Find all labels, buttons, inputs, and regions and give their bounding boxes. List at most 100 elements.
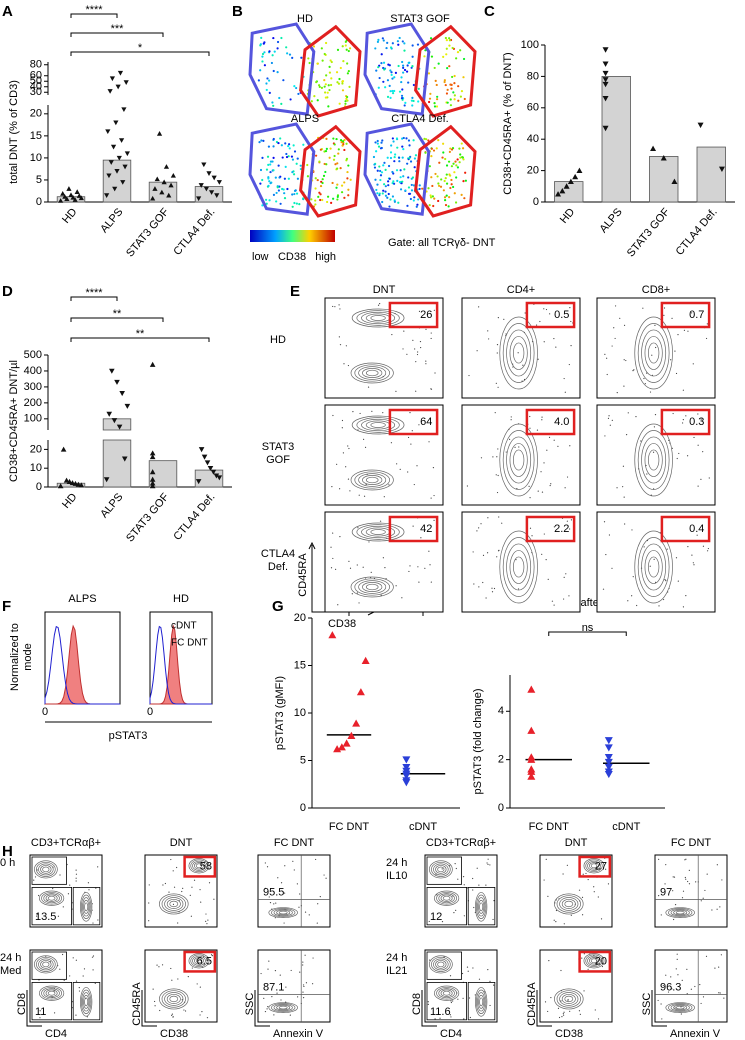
contour <box>670 1004 690 1012</box>
contour <box>365 476 379 484</box>
data-point <box>106 173 112 179</box>
column-header: DNT <box>170 837 193 849</box>
data-point <box>149 483 156 489</box>
cell-dot <box>346 95 349 99</box>
data-point <box>576 167 583 173</box>
event <box>686 968 688 970</box>
data-point <box>671 178 678 184</box>
y-axis-label: SSC <box>641 993 653 1016</box>
event <box>563 576 565 578</box>
data-point <box>602 81 609 88</box>
event <box>491 591 494 593</box>
cell-dot <box>375 150 378 153</box>
event <box>579 1013 581 1015</box>
cell-dot <box>297 92 300 96</box>
event <box>682 890 685 892</box>
x-tick-label: 0 <box>42 706 48 718</box>
event <box>472 889 474 891</box>
cell-dot <box>448 39 452 42</box>
cell-dot <box>344 102 347 105</box>
cell-dot <box>323 91 327 94</box>
cell-dot <box>427 139 430 142</box>
contour <box>637 430 670 490</box>
cell-dot <box>285 152 288 156</box>
contour <box>166 993 181 1004</box>
cell-dot <box>345 157 349 160</box>
event <box>553 526 555 528</box>
cell-dot <box>400 97 404 100</box>
cell-dot <box>407 81 410 84</box>
event <box>492 918 494 921</box>
cell-dot <box>290 155 294 158</box>
cell-dot <box>444 177 447 180</box>
f-x-label: pSTAT3 <box>109 730 148 742</box>
contour <box>192 955 206 966</box>
cell-dot <box>339 66 342 70</box>
event <box>487 858 489 860</box>
cell-dot <box>324 41 328 45</box>
cell-dot <box>310 100 313 103</box>
cell-dot <box>389 90 392 93</box>
event <box>370 571 372 573</box>
event <box>555 346 557 348</box>
cell-dot <box>260 139 263 142</box>
cell-dot <box>428 203 431 207</box>
data-point <box>106 411 113 417</box>
event <box>566 864 568 866</box>
cell-dot <box>372 155 376 159</box>
data-point <box>697 122 704 129</box>
cell-dot <box>336 198 339 201</box>
cell-dot <box>406 162 409 165</box>
data-point <box>563 183 570 189</box>
event <box>529 497 531 499</box>
cell-dot <box>446 88 449 91</box>
event <box>547 1010 549 1013</box>
event <box>694 985 696 988</box>
cell-dot <box>380 171 384 174</box>
gate <box>388 408 439 436</box>
data-point <box>342 739 351 747</box>
cell-dot <box>390 71 393 74</box>
cell-dot <box>377 86 380 89</box>
event <box>382 557 384 559</box>
contour <box>42 961 50 968</box>
event <box>687 880 689 883</box>
data-point <box>604 737 613 745</box>
event <box>570 320 572 323</box>
event <box>339 344 342 346</box>
event <box>557 445 559 447</box>
event <box>181 890 183 893</box>
event <box>514 446 516 448</box>
cell-dot <box>389 198 392 201</box>
cell-dot <box>376 192 379 195</box>
event <box>691 554 693 556</box>
cell-dot <box>326 200 329 204</box>
event <box>164 882 166 885</box>
event <box>478 978 481 980</box>
event <box>695 881 697 883</box>
event <box>345 466 347 468</box>
plot-frame <box>461 404 581 506</box>
bar <box>554 181 584 203</box>
contour <box>437 866 445 873</box>
event <box>457 998 459 1000</box>
cell-dot <box>275 200 278 203</box>
cell-dot <box>282 188 285 191</box>
cell-dot <box>445 173 448 176</box>
event <box>721 879 723 881</box>
cell-dot <box>442 142 445 145</box>
cell-dot <box>295 86 298 90</box>
event <box>92 955 95 957</box>
event <box>211 955 213 957</box>
cell-dot <box>340 191 344 194</box>
contour <box>195 958 203 964</box>
event <box>420 537 422 539</box>
cell-dot <box>453 94 456 97</box>
contour <box>271 908 296 918</box>
event <box>700 900 702 902</box>
event <box>705 337 708 340</box>
contour <box>358 473 387 487</box>
event <box>298 906 300 908</box>
gate-value: 97 <box>660 886 672 898</box>
column-header: FC DNT <box>274 837 315 849</box>
